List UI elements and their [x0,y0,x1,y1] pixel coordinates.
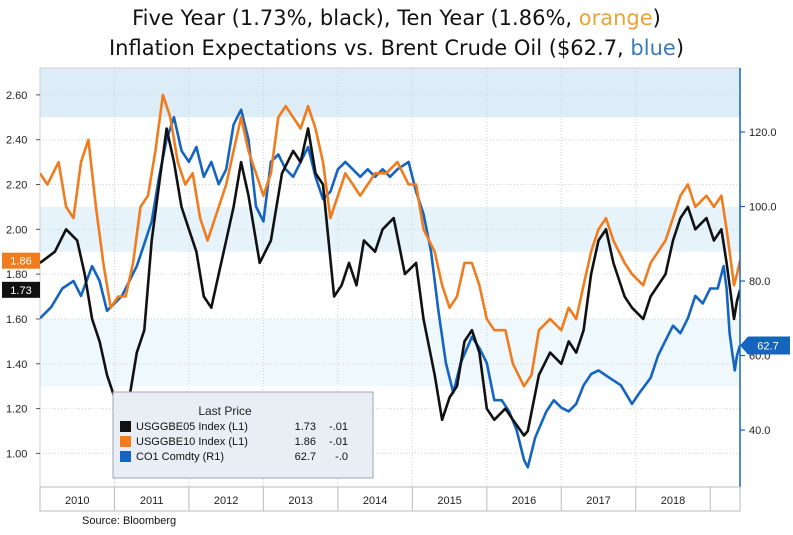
end-label-five-year: 1.73 [2,281,40,298]
end-label-five-year-text: 1.73 [10,285,31,297]
legend-entry-value: 62.7 [295,451,316,463]
legend-rows: USGGBE05 Index (L1) 1.73 -.01 USGGBE10 Inde… [120,421,348,463]
left-tick-label: 2.00 [6,224,27,236]
left-tick-label: 2.40 [6,135,27,147]
left-tick-label: 1.00 [6,448,27,460]
x-tick-label: 2016 [512,495,536,507]
x-tick-label: 2018 [661,495,685,507]
title-2-blue-word: blue [630,36,676,60]
x-tick-label: 2017 [586,495,610,507]
end-label-ten-year-text: 1.86 [10,256,31,268]
series-lines [40,93,740,469]
title-1-prefix: Five Year (1.73%, black), Ten Year (1.86… [132,6,579,30]
left-tick-label: 1.20 [6,404,27,416]
end-label-brent: 62.7 [740,336,790,355]
background-band [40,68,740,118]
legend-entry-name: CO1 Comdty (R1) [136,451,224,463]
title-1-orange-word: orange [578,6,653,30]
right-tick-label: 80.0 [749,276,770,288]
left-tick-label: 1.80 [6,269,27,281]
background-band [40,117,740,207]
end-label-ten-year: 1.86 [2,252,40,269]
background-band [40,318,740,387]
legend-entry-name: USGGBE05 Index (L1) [136,421,248,433]
right-tick-label: 40.0 [749,425,770,437]
title-1-suffix: ) [652,6,661,30]
left-tick-label: 1.60 [6,314,27,326]
legend-entry-value: 1.86 [295,436,316,448]
title-2-suffix: ) [675,36,685,60]
left-tick-label: 2.20 [6,180,27,192]
legend-entry-name: USGGBE10 Index (L1) [136,436,248,448]
end-label-brent-text: 62.7 [757,340,778,352]
legend-entry-value: 1.73 [295,421,316,433]
legend-swatch [120,421,131,432]
series-line-usggbe05-index [40,127,740,437]
series-line-usggbe10-index [40,93,740,388]
x-tick-label: 2012 [214,495,238,507]
legend-entry-change: -.0 [335,451,348,463]
grid-lines [40,68,740,487]
left-tick-label: 1.40 [6,359,27,371]
left-tick-label: 2.60 [6,90,27,102]
legend-swatch [120,451,131,462]
x-axis-band [39,486,741,512]
legend: Last Price USGGBE05 Index (L1) 1.73 -.01US… [112,391,374,479]
title-2-prefix: Inflation Expectations vs. Brent Crude O… [108,36,631,60]
left-axis: 1.00 1.20 1.40 1.60 1.80 2.00 2.20 2.40 2.60 [6,90,40,460]
x-tick-label: 2014 [363,495,387,507]
chart-title-line-1: Five Year (1.73%, black), Ten Year (1.86… [0,6,793,30]
x-tick-label: 2013 [288,495,312,507]
x-tick-label: 2010 [65,495,89,507]
x-axis: 2010 2011 2012 2013 2014 2015 2016 2017 2018 [39,486,741,512]
background-band [40,206,740,252]
legend-entry-change: -.01 [329,436,348,448]
x-tick-label: 2015 [437,495,461,507]
series-line-co1-comdty [40,108,740,469]
legend-entry-change: -.01 [329,421,348,433]
right-tick-label: 120.0 [749,127,777,139]
right-tick-label: 100.0 [749,202,777,214]
x-tick-label: 2011 [140,495,164,507]
legend-swatch [120,436,131,447]
chart-title-line-2: Inflation Expectations vs. Brent Crude O… [0,36,793,60]
legend-title: Last Price [198,404,252,418]
source-note: Source: Bloomberg [82,515,177,527]
legend-box [112,391,374,479]
